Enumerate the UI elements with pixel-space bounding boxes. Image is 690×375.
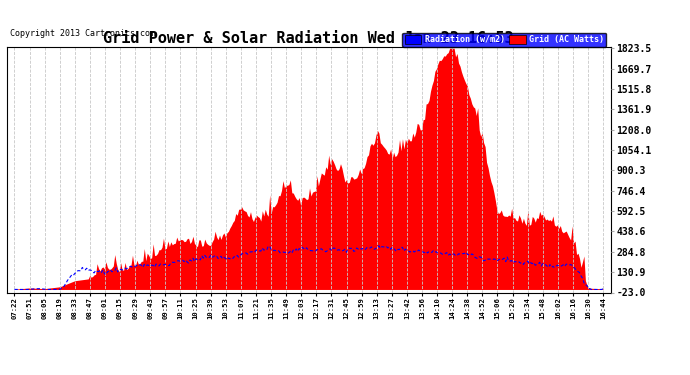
Legend: Radiation (w/m2), Grid (AC Watts): Radiation (w/m2), Grid (AC Watts) bbox=[402, 33, 607, 47]
Text: Copyright 2013 Cartronics.com: Copyright 2013 Cartronics.com bbox=[10, 29, 155, 38]
Title: Grid Power & Solar Radiation Wed Jan 23 16:53: Grid Power & Solar Radiation Wed Jan 23 … bbox=[104, 31, 514, 46]
